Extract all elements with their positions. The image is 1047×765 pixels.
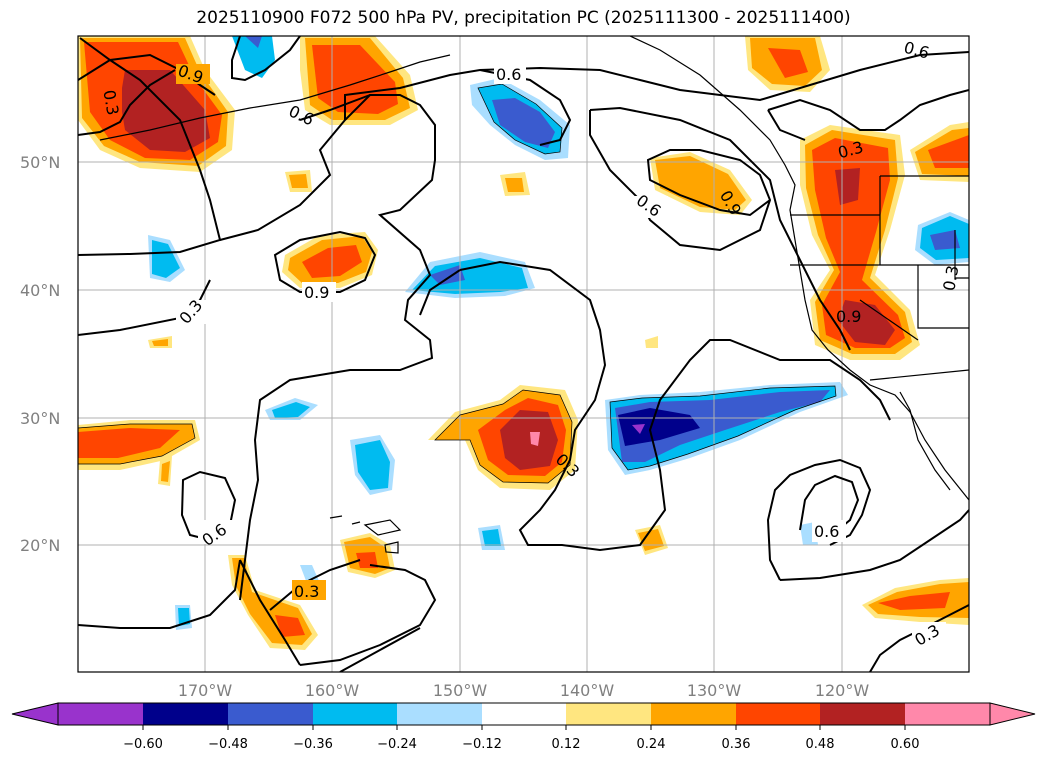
negative-anomaly-goa xyxy=(470,78,570,160)
lon-label-160w: 160°W xyxy=(305,681,360,700)
contour-label: 0.6 xyxy=(496,65,521,84)
negative-anomaly-top xyxy=(232,36,275,78)
map-border xyxy=(77,35,970,673)
colorbar-swatch xyxy=(651,703,736,725)
positive-anomaly-aleutian xyxy=(300,36,418,125)
contour-label: 0.6 xyxy=(814,522,839,541)
positive-anomaly-28n xyxy=(428,385,578,490)
coastlines xyxy=(99,36,969,554)
colorbar-tick-label: −0.48 xyxy=(208,737,248,752)
colorbar-swatch xyxy=(820,703,905,725)
colorbar-tick-label: 0.36 xyxy=(722,737,751,752)
colorbar-tick-label: 0.12 xyxy=(552,737,581,752)
contour-label: 0.3 xyxy=(939,264,962,292)
colorbar-tick-label: −0.60 xyxy=(123,737,163,752)
colorbar-tick-label: 0.48 xyxy=(806,737,835,752)
latitude-labels: 50°N 40°N 30°N 20°N xyxy=(20,153,60,555)
anomaly-outline xyxy=(78,83,837,484)
colorbar-swatch xyxy=(143,703,228,725)
colorbar-swatch xyxy=(482,703,566,725)
lat-label-50n: 50°N xyxy=(20,153,60,172)
colorbar-swatch xyxy=(228,703,313,725)
positive-anomaly-west-us xyxy=(800,125,920,360)
longitude-labels: 170°W 160°W 150°W 140°W 130°W 120°W xyxy=(178,681,870,700)
colorbar-extend-high xyxy=(989,702,1036,726)
lon-label-150w: 150°W xyxy=(433,681,488,700)
colorbar-tick-label: −0.24 xyxy=(377,737,417,752)
positive-anomaly-west-edge xyxy=(78,420,200,470)
lon-label-140w: 140°W xyxy=(560,681,615,700)
colorbar-swatch xyxy=(736,703,820,725)
pv-contours xyxy=(78,36,969,672)
contour-label: 0.3 xyxy=(294,582,319,601)
contour-label: 0.3 xyxy=(99,88,122,116)
lon-label-130w: 130°W xyxy=(687,681,742,700)
lat-label-40n: 40°N xyxy=(20,281,60,300)
positive-anomaly-140w xyxy=(650,152,752,215)
colorbar-tick-label: −0.36 xyxy=(293,737,333,752)
colorbar: −0.60 −0.48 −0.36 −0.24 −0.12 0.12 0.24 … xyxy=(11,702,1036,752)
lon-label-170w: 170°W xyxy=(178,681,233,700)
gridlines xyxy=(78,36,969,672)
lon-label-120w: 120°W xyxy=(815,681,870,700)
colorbar-tick-label: 0.24 xyxy=(637,737,666,752)
colorbar-swatch xyxy=(58,703,143,725)
contour-label: 0.9 xyxy=(304,283,329,302)
negative-anomaly-30n xyxy=(605,382,848,475)
colorbar-swatch xyxy=(313,703,397,725)
colorbar-swatch xyxy=(905,703,990,725)
colorbar-extend-low xyxy=(11,702,59,726)
positive-anomaly-160w xyxy=(282,232,378,288)
precip-fill-layer xyxy=(78,36,969,650)
colorbar-tick-label: 0.60 xyxy=(891,737,920,752)
colorbar-tick-label: −0.12 xyxy=(462,737,502,752)
lat-label-30n: 30°N xyxy=(20,409,60,428)
colorbar-swatch xyxy=(397,703,482,725)
plot-title: 2025110900 F072 500 hPa PV, precipitatio… xyxy=(196,8,851,28)
lat-label-20n: 20°N xyxy=(20,536,60,555)
negative-anomaly-40n xyxy=(405,252,535,298)
contour-label: 0.9 xyxy=(836,307,861,326)
colorbar-swatch xyxy=(566,703,651,725)
